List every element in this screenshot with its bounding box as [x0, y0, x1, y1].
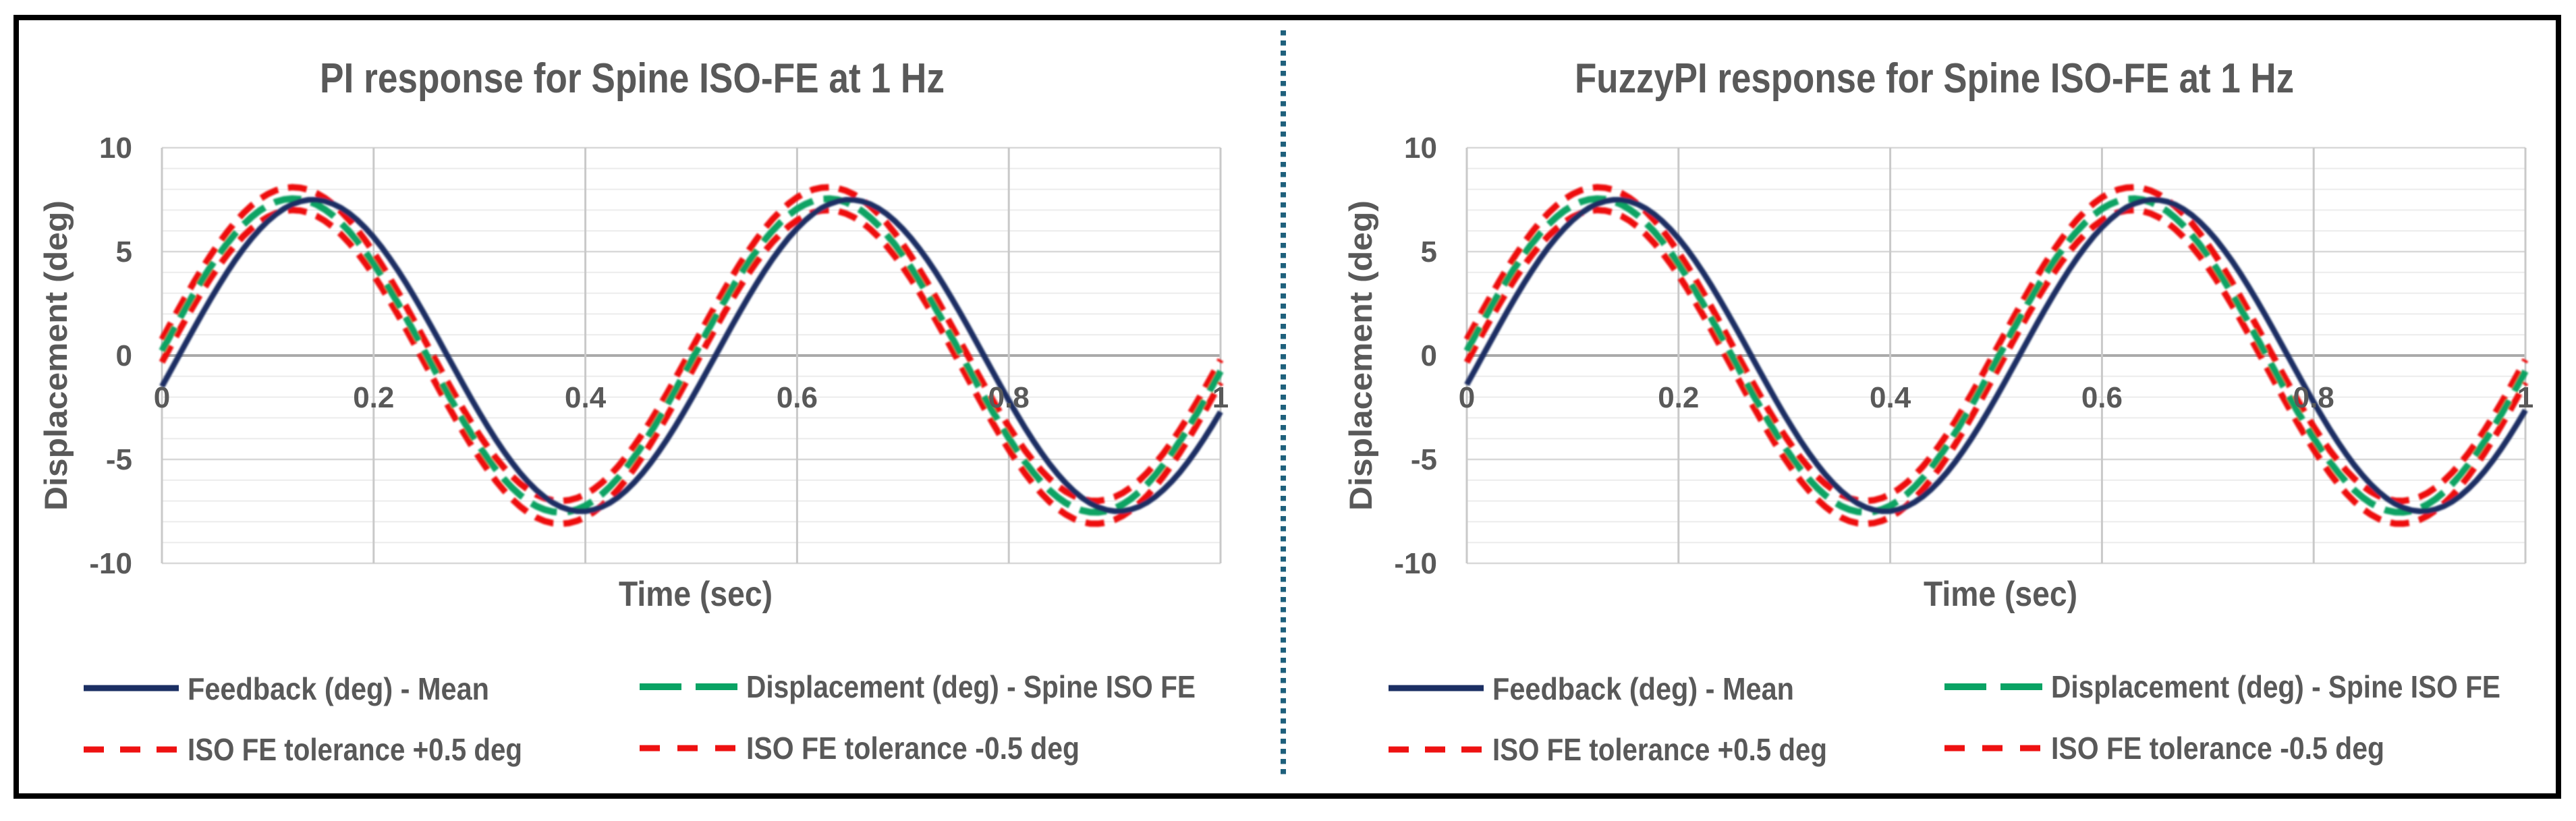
svg-text:10: 10 — [99, 132, 132, 165]
svg-text:-5: -5 — [1411, 443, 1437, 476]
svg-text:ISO FE tolerance -0.5 deg: ISO FE tolerance -0.5 deg — [2051, 731, 2384, 766]
svg-text:Time (sec): Time (sec) — [619, 575, 773, 614]
svg-text:0: 0 — [116, 339, 132, 372]
svg-text:0.6: 0.6 — [777, 381, 818, 414]
svg-text:ISO FE tolerance -0.5 deg: ISO FE tolerance -0.5 deg — [746, 731, 1080, 766]
svg-text:1: 1 — [1212, 381, 1229, 414]
svg-text:0.4: 0.4 — [565, 381, 607, 414]
svg-text:0: 0 — [154, 381, 170, 414]
svg-text:ISO FE tolerance +0.5 deg: ISO FE tolerance +0.5 deg — [188, 732, 522, 767]
svg-text:Displacement (deg): Displacement (deg) — [38, 200, 74, 511]
svg-text:0.2: 0.2 — [1658, 381, 1699, 414]
svg-text:Time (sec): Time (sec) — [1924, 575, 2077, 614]
svg-text:0: 0 — [1421, 339, 1437, 372]
svg-text:-10: -10 — [89, 547, 132, 580]
svg-text:Displacement (deg) - Spine ISO: Displacement (deg) - Spine ISO FE — [2051, 669, 2500, 704]
svg-text:0.4: 0.4 — [1870, 381, 1911, 414]
svg-text:-10: -10 — [1394, 547, 1437, 580]
svg-text:5: 5 — [116, 235, 132, 268]
svg-text:PI response for Spine ISO-FE a: PI response for Spine ISO-FE at 1 Hz — [320, 55, 945, 102]
svg-text:Displacement (deg): Displacement (deg) — [1343, 200, 1378, 511]
svg-text:0.8: 0.8 — [2293, 381, 2334, 414]
svg-text:Feedback (deg) - Mean: Feedback (deg) - Mean — [1492, 671, 1794, 706]
svg-text:0.8: 0.8 — [988, 381, 1030, 414]
svg-text:5: 5 — [1421, 235, 1437, 268]
svg-text:FuzzyPI response for Spine ISO: FuzzyPI response for Spine ISO-FE at 1 H… — [1575, 55, 2294, 102]
svg-text:10: 10 — [1404, 132, 1437, 165]
svg-text:Displacement (deg) - Spine ISO: Displacement (deg) - Spine ISO FE — [746, 669, 1196, 704]
svg-text:0: 0 — [1459, 381, 1475, 414]
svg-text:1: 1 — [2517, 381, 2533, 414]
svg-text:Feedback (deg) - Mean: Feedback (deg) - Mean — [188, 671, 489, 706]
svg-text:ISO FE tolerance +0.5 deg: ISO FE tolerance +0.5 deg — [1492, 732, 1827, 767]
svg-text:0.6: 0.6 — [2081, 381, 2123, 414]
svg-text:-5: -5 — [106, 443, 132, 476]
svg-text:0.2: 0.2 — [353, 381, 394, 414]
